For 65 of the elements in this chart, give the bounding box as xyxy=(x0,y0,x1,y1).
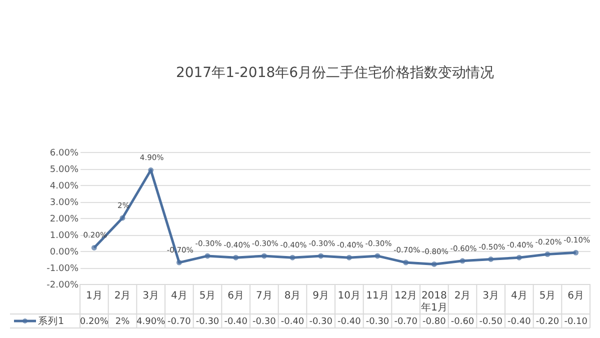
point xyxy=(544,252,550,258)
point xyxy=(516,254,522,260)
point xyxy=(204,253,210,259)
y-tick-label: 0.00% xyxy=(50,248,79,258)
text: -0.40 xyxy=(508,317,532,327)
point xyxy=(176,260,182,266)
text: -0.30 xyxy=(196,317,220,327)
x-tick-label: 1月 xyxy=(86,290,102,302)
x-tick-label: 5月 xyxy=(539,290,556,302)
text: -0.30 xyxy=(366,317,390,327)
point xyxy=(318,253,324,259)
text: -0.30 xyxy=(309,317,333,327)
point xyxy=(233,254,239,260)
x-tick-label: 3月 xyxy=(482,290,500,302)
point xyxy=(120,215,126,221)
y-tick-label: 3.00% xyxy=(50,198,79,208)
text: -0.70 xyxy=(394,317,418,327)
text: -0.40 xyxy=(224,317,248,327)
point xyxy=(346,254,352,260)
y-tick-label: 5.00% xyxy=(50,165,79,175)
text: -0.30 xyxy=(252,317,276,327)
y-tick-label: 1.00% xyxy=(50,231,79,241)
x-tick-label: 4月 xyxy=(510,290,528,302)
text: -0.10 xyxy=(564,317,588,327)
x-tick-label: 9月 xyxy=(312,290,330,302)
text: 0.20% xyxy=(80,317,109,327)
x-tick-label: 7月 xyxy=(256,290,272,302)
y-tick-label: 4.00% xyxy=(50,182,79,192)
text: -0.50 xyxy=(479,317,503,327)
y-tick-label: -2.00% xyxy=(46,280,79,290)
point xyxy=(403,260,409,266)
point xyxy=(91,244,97,250)
text: -0.70 xyxy=(168,317,192,327)
x-tick-label: 6月 xyxy=(228,290,244,302)
x-tick-label: 5月 xyxy=(199,290,216,302)
text: -0.60 xyxy=(450,317,474,327)
text: -0.80 xyxy=(422,317,446,327)
text: 4.90% xyxy=(136,317,166,327)
point xyxy=(374,253,380,259)
x-tick-label: 12月 xyxy=(394,290,418,302)
point xyxy=(148,167,154,173)
chart-title: 2017年1-2018年6月份二手住宅价格指数变动情况 xyxy=(176,65,494,81)
x-tick-label: 3月 xyxy=(142,290,160,302)
point xyxy=(460,258,466,264)
y-tick-label: 6.00% xyxy=(50,148,79,158)
y-tick-label: 2.00% xyxy=(50,214,79,224)
x-tick-label: 8月 xyxy=(284,290,301,302)
point xyxy=(261,253,267,259)
text: -0.20 xyxy=(536,317,560,327)
x-tick-label: 11月 xyxy=(366,290,389,302)
text: -0.40 xyxy=(338,317,362,327)
point xyxy=(290,254,296,260)
x-tick-label: 2月 xyxy=(454,290,471,302)
x-tick-label: 2018年1月 xyxy=(420,290,448,314)
x-tick-label: 10月 xyxy=(338,290,361,302)
point xyxy=(573,250,579,256)
text: 2% xyxy=(115,317,130,327)
y-tick-label: -1.00% xyxy=(46,264,79,274)
x-tick-label: 6月 xyxy=(568,290,584,302)
text: -0.40 xyxy=(280,317,304,327)
point xyxy=(431,261,437,267)
x-tick-label: 4月 xyxy=(170,290,188,302)
x-tick-label: 2月 xyxy=(114,290,131,302)
point xyxy=(488,256,494,262)
legend-label: 系列1 xyxy=(38,315,64,327)
